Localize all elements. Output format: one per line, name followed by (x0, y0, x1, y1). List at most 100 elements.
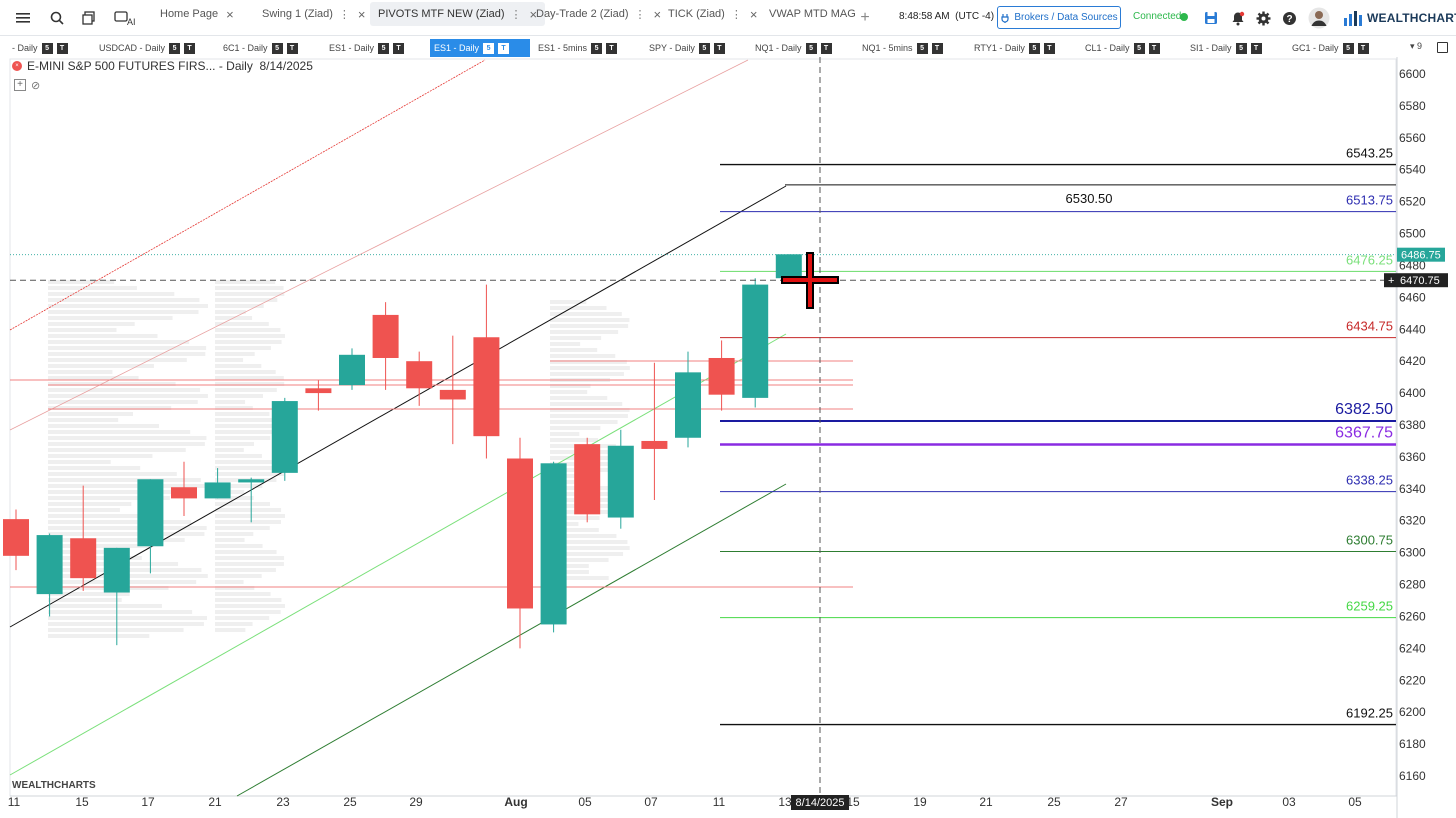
workspace-tab[interactable]: TICK (Ziad) ⋮ × (660, 2, 765, 26)
symbol-settings-badge[interactable]: 5 (698, 42, 710, 54)
symbol-tab[interactable]: NQ1 - 5mins 5 T (862, 39, 943, 57)
symbol-settings-badge[interactable]: 5 (805, 42, 817, 54)
symbol-toggle-badge[interactable]: T (184, 42, 196, 54)
symbol-tab[interactable]: 6C1 - Daily 5 T (223, 39, 298, 57)
price-chart[interactable]: 6543.25 6530.50 6513.75 6476.25 6434.75 6382.… (0, 57, 1456, 818)
tab-close-icon[interactable]: × (529, 6, 538, 22)
candle-body[interactable] (137, 479, 164, 547)
save-icon[interactable] (1201, 8, 1221, 28)
symbol-settings-badge[interactable]: 5 (916, 42, 928, 54)
volume-profile-bar (215, 382, 285, 386)
candle-body[interactable] (305, 388, 332, 394)
layouts-icon[interactable] (79, 8, 99, 28)
candle-body[interactable] (439, 389, 466, 400)
brokers-data-sources-button[interactable]: Brokers / Data Sources (997, 6, 1121, 29)
symbol-tab[interactable]: - Daily 5 T (12, 39, 68, 57)
symbol-toggle-badge[interactable]: T (393, 42, 405, 54)
symbol-settings-badge[interactable]: 5 (169, 42, 181, 54)
tab-close-icon[interactable]: × (226, 6, 234, 22)
candle-body[interactable] (36, 535, 63, 595)
symbol-tab[interactable]: RTY1 - Daily 5 T (974, 39, 1055, 57)
candle-body[interactable] (406, 361, 433, 389)
symbol-tab[interactable]: CL1 - Daily 5 T (1085, 39, 1160, 57)
symbol-tab[interactable]: SI1 - Daily 5 T (1190, 39, 1262, 57)
symbols-more-icon[interactable] (1437, 42, 1448, 53)
workspace-tab[interactable]: VWAP MTD MAG (761, 2, 864, 26)
symbol-settings-badge[interactable]: 5 (271, 42, 283, 54)
symbol-tab[interactable]: USDCAD - Daily 5 T (99, 39, 196, 57)
menu-icon[interactable] (13, 8, 33, 28)
candle-body[interactable] (641, 440, 668, 449)
tab-options-icon[interactable]: ⋮ (634, 8, 646, 21)
symbol-settings-badge[interactable]: 5 (483, 42, 495, 54)
symbol-toggle-badge[interactable]: T (1250, 42, 1262, 54)
candle-body[interactable] (775, 254, 802, 279)
workspace-tab[interactable]: Home Page × (152, 2, 242, 26)
candle-body[interactable] (675, 372, 701, 438)
symbol-toggle-badge[interactable]: T (1357, 42, 1369, 54)
symbol-tab[interactable]: ES1 - 5mins 5 T (538, 39, 618, 57)
help-icon[interactable]: ? (1279, 8, 1299, 28)
symbol-tab-label: ES1 - Daily (434, 43, 480, 53)
candle-body[interactable] (339, 354, 365, 386)
symbol-toggle-badge[interactable]: T (1043, 42, 1055, 54)
candle-body[interactable] (708, 357, 735, 395)
symbol-toggle-badge[interactable]: T (931, 42, 943, 54)
candle-body[interactable] (540, 463, 567, 625)
settings-icon[interactable] (1253, 8, 1273, 28)
symbol-tab[interactable]: GC1 - Daily 5 T (1292, 39, 1369, 57)
search-icon[interactable] (47, 8, 67, 28)
candle-body[interactable] (238, 479, 265, 483)
symbol-tab[interactable]: ES1 - Daily 5 T (329, 39, 405, 57)
chart-expand-icon[interactable]: + (14, 79, 26, 91)
tab-close-icon[interactable]: × (749, 6, 758, 22)
symbol-settings-badge[interactable]: 5 (1028, 42, 1040, 54)
volume-profile-bar (48, 478, 201, 482)
candle-body[interactable] (574, 444, 601, 515)
candle-body[interactable] (473, 337, 500, 437)
candle-body[interactable] (271, 401, 298, 473)
candle-body[interactable] (3, 519, 29, 556)
tab-close-icon[interactable]: × (653, 6, 662, 22)
tab-close-icon[interactable]: × (357, 6, 366, 22)
add-tab-icon[interactable]: + (860, 9, 870, 26)
notifications-icon[interactable] (1228, 8, 1248, 28)
tab-options-icon[interactable]: ⋮ (730, 8, 742, 21)
chart-visibility-icon[interactable]: ⊘ (31, 80, 41, 92)
candle-body[interactable] (507, 458, 533, 609)
workspace-tab[interactable]: Swing 1 (Ziad) ⋮ × (254, 2, 374, 26)
symbol-settings-badge[interactable]: 5 (41, 42, 53, 54)
symbol-tab[interactable]: SPY - Daily 5 T (649, 39, 725, 57)
symbol-toggle-badge[interactable]: T (286, 42, 298, 54)
symbol-tab[interactable]: NQ1 - Daily 5 T (755, 39, 832, 57)
candle-body[interactable] (70, 538, 97, 579)
symbol-toggle-badge[interactable]: T (713, 42, 725, 54)
candle-body[interactable] (607, 445, 634, 518)
workspace-tab[interactable]: PIVOTS MTF NEW (Ziad) ⋮ × (370, 2, 546, 26)
symbol-toggle-badge[interactable]: T (606, 42, 618, 54)
candle-body[interactable] (171, 487, 197, 499)
candle-body[interactable] (372, 314, 399, 358)
symbol-toggle-badge[interactable]: T (1148, 42, 1160, 54)
symbol-settings-badge[interactable]: 5 (1235, 42, 1247, 54)
tab-options-icon[interactable]: ⋮ (338, 8, 350, 21)
symbol-tab[interactable]: ES1 - Daily 5 T (430, 39, 530, 57)
symbol-settings-badge[interactable]: 5 (378, 42, 390, 54)
symbol-toggle-badge[interactable]: T (820, 42, 832, 54)
tab-options-icon[interactable]: ⋮ (510, 8, 522, 21)
symbols-more-count[interactable]: ▾ 9 (1410, 41, 1423, 51)
workspace-tab[interactable]: Day-Trade 2 (Ziad) ⋮ × (528, 2, 669, 26)
volume-profile-bar (550, 438, 599, 442)
candle-body[interactable] (204, 482, 231, 499)
ai-assistant-icon[interactable]: AI (113, 8, 139, 28)
time-axis-tick: 05 (1348, 795, 1362, 809)
symbol-toggle-badge[interactable]: T (498, 42, 510, 54)
time-axis-tick: 21 (979, 795, 993, 809)
candle-body[interactable] (103, 547, 130, 593)
user-avatar[interactable] (1308, 7, 1330, 29)
symbol-toggle-badge[interactable]: T (56, 42, 68, 54)
symbol-settings-badge[interactable]: 5 (1133, 42, 1145, 54)
candle-body[interactable] (742, 284, 769, 398)
symbol-settings-badge[interactable]: 5 (591, 42, 603, 54)
symbol-settings-badge[interactable]: 5 (1342, 42, 1354, 54)
